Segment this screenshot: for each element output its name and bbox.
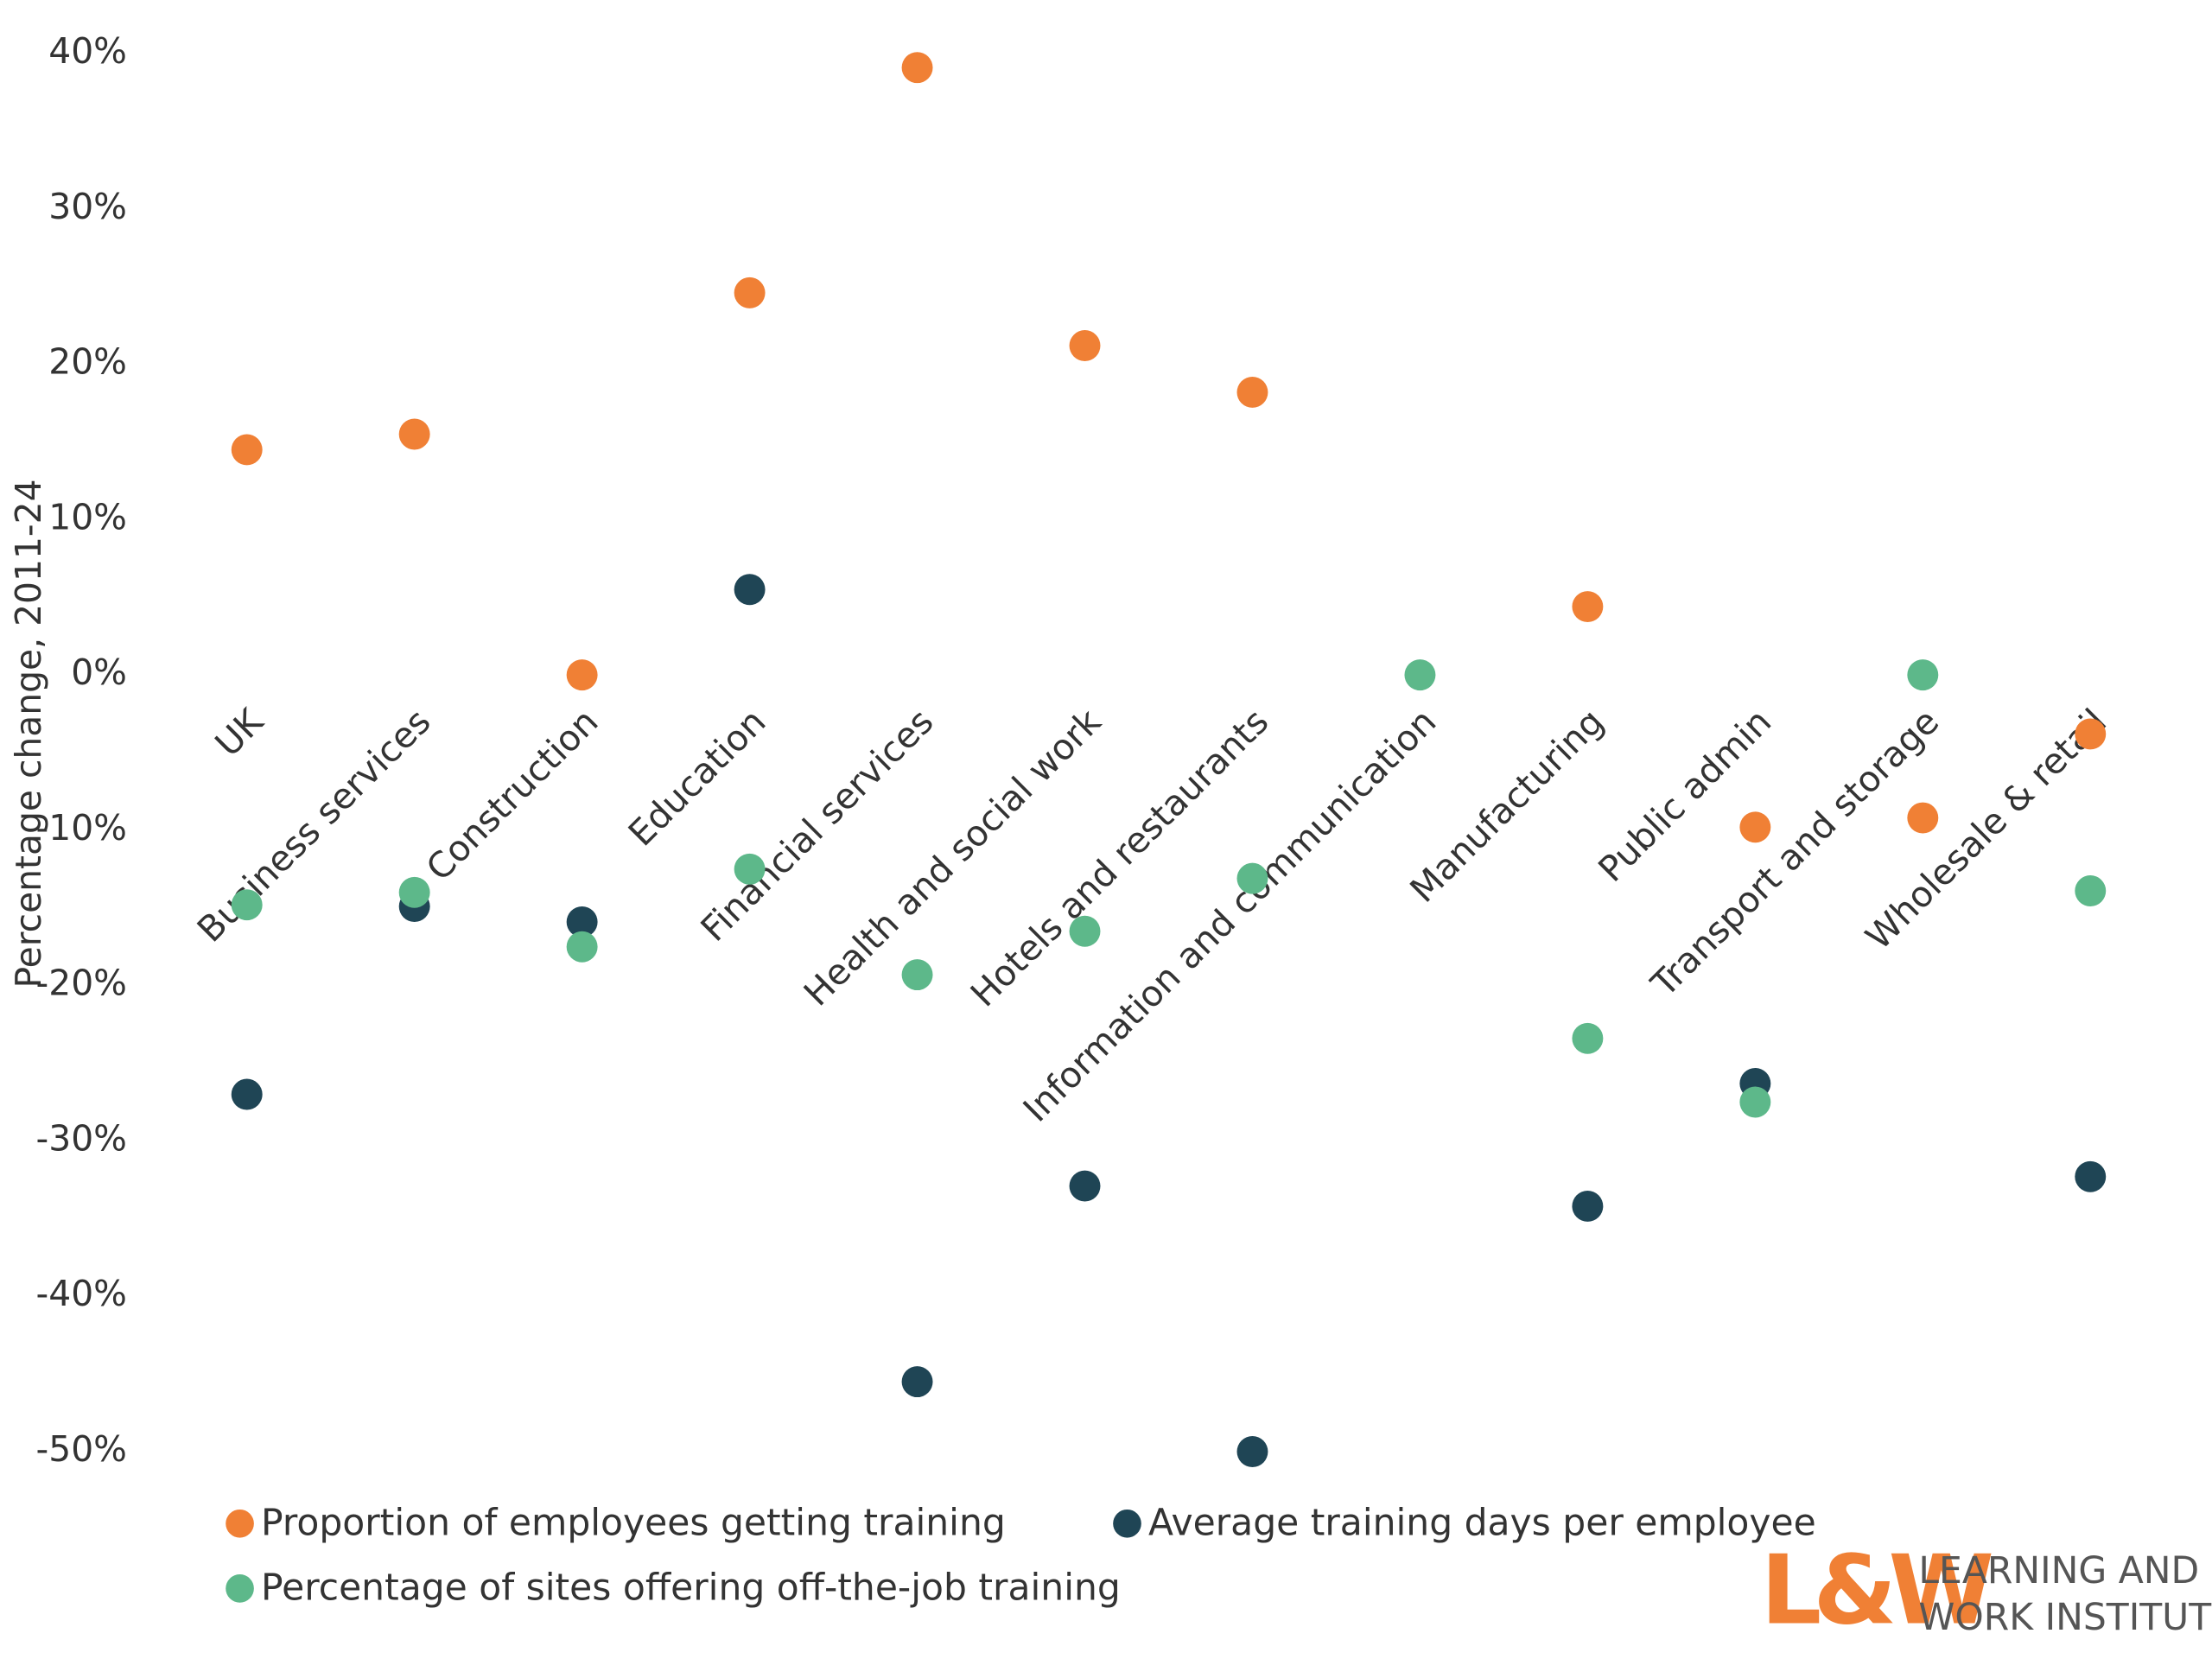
- dot: [1236, 862, 1268, 894]
- dot: [566, 931, 598, 963]
- dot: [901, 52, 933, 84]
- dot: [734, 853, 766, 885]
- dot: [901, 959, 933, 991]
- x-tick-label: Transport and storage: [1643, 701, 1947, 1005]
- x-tick-label: Education: [620, 701, 774, 855]
- legend-swatch: [1113, 1509, 1141, 1538]
- dot: [1572, 1022, 1604, 1054]
- dot: [1572, 1190, 1604, 1222]
- y-tick-label: 30%: [48, 186, 127, 227]
- x-tick-label: UK: [207, 700, 272, 765]
- y-tick-label: 20%: [48, 341, 127, 383]
- legend-swatch: [226, 1509, 254, 1538]
- dot: [734, 276, 766, 308]
- dot: [231, 889, 263, 921]
- dot: [2075, 718, 2107, 750]
- dot: [2075, 875, 2107, 906]
- dot: [1404, 659, 1436, 691]
- legend-label: Percentage of sites offering off-the-job…: [261, 1567, 1121, 1610]
- dot: [1069, 915, 1101, 947]
- legend-swatch: [226, 1574, 254, 1603]
- y-tick-label: -10%: [36, 807, 127, 849]
- dot: [2075, 1160, 2107, 1192]
- dot: [1236, 376, 1268, 408]
- dot: [734, 574, 766, 606]
- dot: [1907, 659, 1939, 691]
- legend-label: Average training days per employee: [1148, 1502, 1816, 1544]
- y-tick-label: -40%: [36, 1273, 127, 1314]
- y-axis-label: Percentage change, 2011-24: [8, 479, 49, 988]
- x-tick-label: Hotels and restaurants: [963, 701, 1276, 1014]
- dot: [398, 418, 430, 450]
- logo-line1: LEARNING AND: [1918, 1550, 2199, 1592]
- logo-mark: L&W: [1761, 1535, 1992, 1646]
- dot: [1069, 330, 1101, 361]
- dot: [1739, 1086, 1771, 1118]
- y-tick-label: -20%: [36, 963, 127, 1004]
- y-tick-label: 40%: [48, 30, 127, 72]
- dot: [566, 659, 598, 691]
- logo-line2: WORK INSTITUTE: [1918, 1597, 2212, 1639]
- dot: [1572, 591, 1604, 622]
- dot: [901, 1366, 933, 1398]
- x-tick-label: Construction: [418, 701, 607, 889]
- dot: [1907, 802, 1939, 834]
- legend-label: Proportion of employees getting training: [261, 1502, 1006, 1544]
- dot: [231, 434, 263, 466]
- dot: [398, 876, 430, 908]
- dot: [231, 1078, 263, 1110]
- y-tick-label: -30%: [36, 1117, 127, 1159]
- y-tick-label: 0%: [71, 652, 127, 693]
- x-tick-label: Health and social work: [796, 701, 1109, 1014]
- y-tick-label: -50%: [36, 1428, 127, 1470]
- dot: [1739, 811, 1771, 843]
- dot: [1069, 1170, 1101, 1202]
- y-tick-label: 10%: [48, 496, 127, 537]
- x-tick-label: Public admin: [1590, 701, 1779, 890]
- dot: [566, 906, 598, 938]
- dot: [1236, 1436, 1268, 1467]
